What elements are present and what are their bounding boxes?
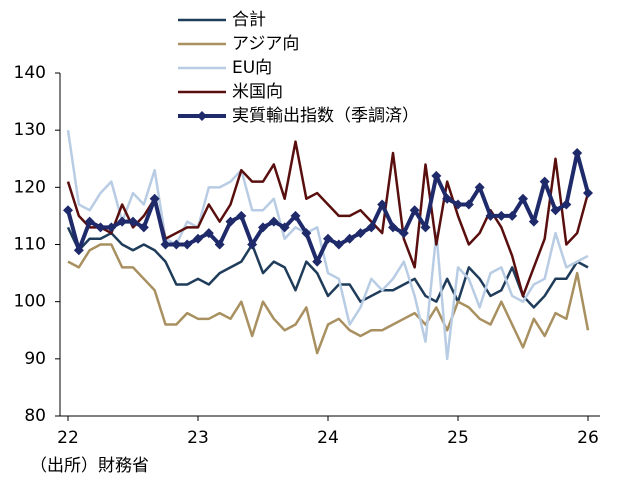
- point-marker: [355, 228, 366, 239]
- point-marker: [160, 239, 171, 250]
- point-marker: [214, 239, 225, 250]
- point-marker: [442, 193, 453, 204]
- point-marker: [128, 216, 138, 227]
- point-marker: [377, 199, 388, 210]
- point-marker: [409, 205, 420, 216]
- point-marker: [572, 148, 583, 159]
- y-tick-label: 80: [24, 406, 46, 426]
- point-marker: [279, 222, 290, 233]
- y-tick-label: 90: [24, 349, 46, 369]
- x-tick-label: 23: [187, 428, 209, 448]
- point-marker: [518, 193, 528, 204]
- x-tick-label: 24: [317, 428, 339, 448]
- point-marker: [539, 176, 550, 187]
- point-marker: [95, 222, 106, 233]
- point-marker: [193, 233, 203, 244]
- point-marker: [138, 222, 149, 233]
- point-marker: [290, 210, 301, 221]
- point-marker: [453, 199, 463, 210]
- point-marker: [236, 210, 247, 221]
- legend-label: 実質輸出指数（季調済）: [232, 106, 419, 126]
- point-marker: [268, 216, 279, 227]
- point-marker: [550, 205, 561, 216]
- point-marker: [431, 170, 442, 181]
- point-marker: [171, 239, 182, 250]
- series-line: [67, 243, 590, 355]
- series-line: [66, 226, 589, 309]
- point-marker: [312, 256, 323, 267]
- legend-label: EU向: [232, 58, 272, 78]
- point-marker: [398, 228, 409, 239]
- point-marker: [583, 188, 593, 199]
- legend-label: 米国向: [232, 82, 283, 102]
- point-marker: [301, 228, 312, 239]
- point-marker: [73, 245, 84, 256]
- y-tick-label: 130: [14, 120, 46, 140]
- legend-label: アジア向: [232, 34, 299, 54]
- series-line: [66, 129, 589, 361]
- point-marker: [366, 222, 377, 233]
- y-tick-label: 120: [14, 177, 46, 197]
- point-marker: [463, 199, 474, 210]
- point-marker: [149, 193, 160, 204]
- point-marker: [203, 228, 214, 239]
- point-marker: [474, 182, 485, 193]
- point-marker: [247, 239, 258, 250]
- point-marker: [507, 210, 518, 221]
- point-marker: [182, 239, 193, 250]
- source-note: （出所）財務省: [30, 456, 149, 476]
- x-tick-label: 26: [577, 428, 599, 448]
- point-marker: [388, 222, 398, 233]
- x-tick-label: 25: [447, 428, 469, 448]
- x-tick-label: 22: [57, 428, 79, 448]
- point-marker: [106, 222, 117, 233]
- legend-label: 合計: [232, 10, 266, 30]
- y-tick-label: 140: [14, 63, 46, 83]
- point-marker: [528, 216, 539, 227]
- point-marker: [485, 210, 496, 221]
- point-marker: [561, 199, 572, 210]
- point-marker: [344, 233, 355, 244]
- point-marker: [84, 216, 95, 227]
- point-marker: [258, 222, 268, 233]
- y-tick-label: 100: [14, 292, 46, 312]
- point-marker: [117, 216, 128, 227]
- point-marker: [323, 233, 333, 244]
- y-tick-label: 110: [14, 235, 46, 255]
- legend-marker: [197, 111, 207, 121]
- point-marker: [420, 222, 431, 233]
- point-marker: [496, 210, 507, 221]
- point-marker: [333, 239, 344, 250]
- point-marker: [63, 205, 73, 216]
- point-marker: [225, 216, 236, 227]
